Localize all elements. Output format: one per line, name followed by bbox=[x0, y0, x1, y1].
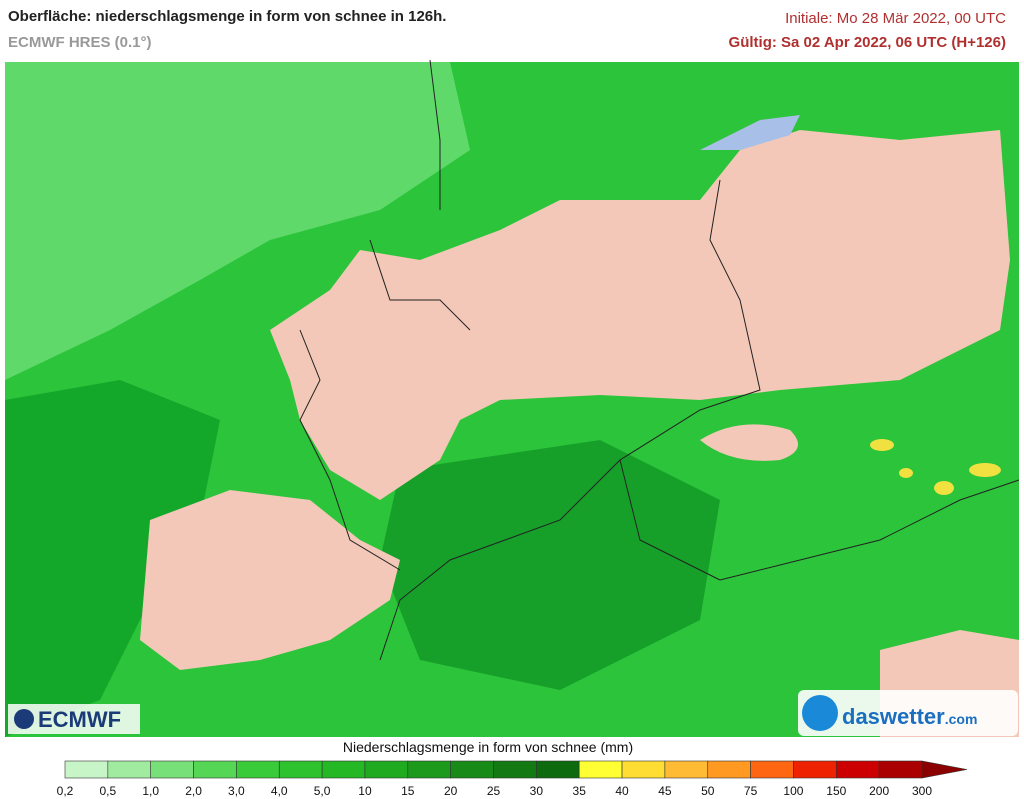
legend-swatch bbox=[364, 760, 409, 779]
legend-title: Niederschlagsmenge in form von schnee (m… bbox=[343, 739, 633, 755]
map-title: Oberfläche: niederschlagsmenge in form v… bbox=[8, 8, 447, 25]
legend-swatch bbox=[878, 760, 923, 779]
borders bbox=[299, 59, 1020, 661]
legend-label: 1,0 bbox=[142, 784, 159, 798]
legend-label: 200 bbox=[869, 784, 889, 798]
legend-swatch bbox=[707, 760, 751, 779]
legend-swatch bbox=[107, 760, 151, 779]
logo-icon bbox=[14, 709, 34, 729]
legend-label: 0,5 bbox=[100, 784, 117, 798]
legend-swatch bbox=[750, 760, 794, 779]
legend-label: 150 bbox=[826, 784, 846, 798]
logo-text: daswetter.com bbox=[842, 704, 977, 729]
legend-swatch bbox=[835, 760, 880, 779]
logo-box bbox=[798, 690, 1018, 736]
sea-area bbox=[5, 62, 470, 380]
snow-area bbox=[270, 130, 1010, 500]
legend-label: 45 bbox=[658, 784, 672, 798]
green-area bbox=[5, 380, 220, 737]
legend-label: 3,0 bbox=[228, 784, 245, 798]
legend-swatch bbox=[450, 760, 494, 779]
legend-label: 25 bbox=[487, 784, 501, 798]
legend-arrow bbox=[921, 760, 968, 779]
legend-swatch bbox=[278, 760, 323, 779]
legend-swatch bbox=[150, 760, 194, 779]
legend-label: 5,0 bbox=[314, 784, 331, 798]
legend-swatch bbox=[64, 760, 109, 779]
valid-time: Gültig: Sa 02 Apr 2022, 06 UTC (H+126) bbox=[728, 34, 1006, 51]
legend-label: 50 bbox=[701, 784, 715, 798]
legend-label: 35 bbox=[573, 784, 587, 798]
green-area bbox=[380, 440, 720, 690]
legend-label: 0,2 bbox=[57, 784, 74, 798]
logo-text: ECMWF bbox=[38, 707, 121, 732]
heavy-snow-spots bbox=[870, 439, 1001, 495]
legend-label: 2,0 bbox=[185, 784, 202, 798]
legend-label: 40 bbox=[615, 784, 629, 798]
legend-label: 300 bbox=[912, 784, 932, 798]
legend-swatch bbox=[493, 760, 537, 779]
legend-label: 20 bbox=[444, 784, 458, 798]
legend-label: 100 bbox=[783, 784, 803, 798]
legend-swatch bbox=[536, 760, 580, 779]
legend-swatch bbox=[578, 760, 623, 779]
legend-label: 30 bbox=[530, 784, 544, 798]
snow-area bbox=[140, 490, 400, 670]
model-name: ECMWF HRES (0.1°) bbox=[8, 34, 152, 51]
lake-area bbox=[700, 115, 800, 150]
legend-label: 75 bbox=[744, 784, 758, 798]
logo-text-suffix: .com bbox=[945, 711, 978, 727]
legend: 0,2 0,5 1,0 2,0 3,0 4,0 5,0 10 15 20 25 30 35 40 45 50 7… bbox=[57, 760, 968, 798]
legend-swatch bbox=[193, 760, 237, 779]
legend-swatch bbox=[664, 760, 709, 779]
legend-label: 4,0 bbox=[271, 784, 288, 798]
legend-label: 15 bbox=[401, 784, 415, 798]
legend-swatch bbox=[407, 760, 451, 779]
init-time: Initiale: Mo 28 Mär 2022, 00 UTC bbox=[785, 10, 1006, 27]
legend-label: 10 bbox=[358, 784, 372, 798]
logo-text-main: daswetter bbox=[842, 704, 945, 729]
snow-area bbox=[700, 424, 798, 461]
legend-swatch bbox=[321, 760, 366, 779]
legend-swatch bbox=[236, 760, 280, 779]
legend-swatch bbox=[621, 760, 666, 779]
logo-icon bbox=[802, 695, 838, 731]
legend-swatch bbox=[793, 760, 837, 779]
